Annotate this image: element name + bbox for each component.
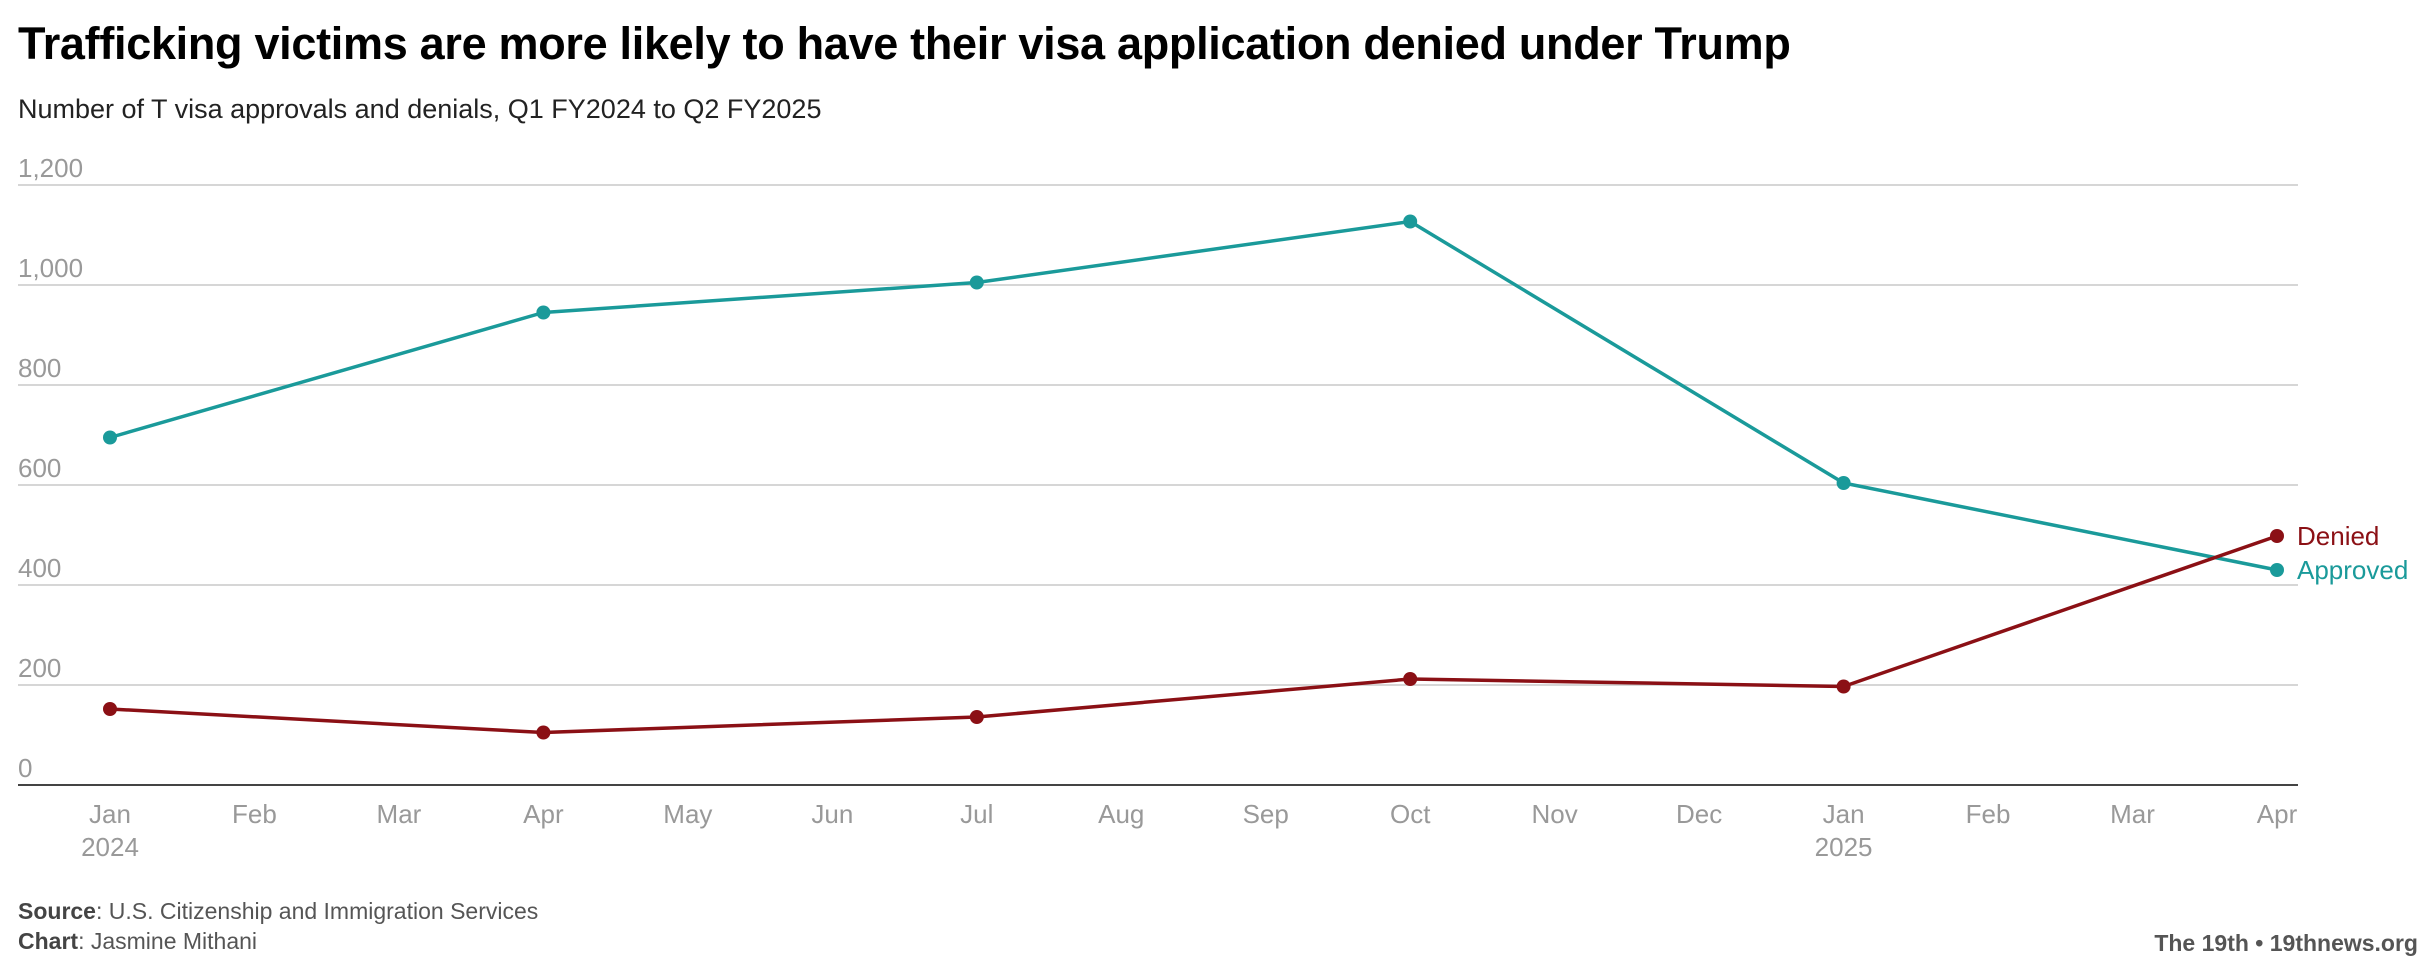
x-tick-label: Apr	[2257, 799, 2298, 829]
source-label: Source	[18, 898, 96, 924]
denied-point	[1403, 672, 1418, 686]
approved-point	[1836, 476, 1851, 490]
x-tick-label: Feb	[232, 799, 277, 829]
denied-point	[2270, 529, 2284, 543]
x-tick-label: Jul	[960, 799, 993, 829]
denied-point	[536, 725, 551, 740]
approved-point	[1403, 214, 1418, 229]
approved-line	[109, 219, 2278, 572]
y-tick-label: 600	[18, 453, 61, 483]
x-tick-label: Aug	[1098, 799, 1144, 829]
y-tick-label: 0	[18, 753, 32, 783]
denied-point	[1836, 679, 1851, 694]
source-line: Source: U.S. Citizenship and Immigration…	[18, 896, 538, 926]
denied-point	[969, 710, 984, 724]
chart-credit-label: Chart	[18, 928, 79, 954]
chart-title: Trafficking victims are more likely to h…	[18, 18, 1791, 69]
x-tick-label: Mar	[377, 799, 422, 829]
chart-subtitle: Number of T visa approvals and denials, …	[18, 94, 822, 124]
y-tick-label: 200	[18, 653, 61, 683]
y-axis-ticks: 0 200 400 600 800 1,000 1,200	[18, 153, 83, 783]
brand-credit: The 19th • 19thnews.org	[2154, 930, 2418, 956]
grid-lines	[18, 184, 2298, 786]
series-lines	[103, 214, 2284, 740]
approved-series-label: Approved	[2297, 555, 2408, 585]
x-tick-label: Jan	[1823, 799, 1865, 829]
x-tick-label: Feb	[1966, 799, 2011, 829]
x-tick-label: May	[663, 799, 712, 829]
x-tick-label: Jun	[811, 799, 853, 829]
chart-footer: Source: U.S. Citizenship and Immigration…	[18, 896, 538, 956]
denied-line	[109, 534, 2278, 735]
x-tick-label: Mar	[2110, 799, 2155, 829]
line-chart: 0 200 400 600 800 1,000 1,200 Jan 2024 Feb Mar Apr…	[18, 153, 2408, 860]
y-tick-label: 800	[18, 353, 61, 383]
x-tick-label: Apr	[523, 799, 564, 829]
source-text: : U.S. Citizenship and Immigration Servi…	[95, 898, 539, 924]
approved-point	[969, 275, 984, 290]
x-tick-label: Sep	[1243, 799, 1289, 829]
credit-line: Chart: Jasmine Mithani	[18, 926, 538, 956]
y-tick-label: 400	[18, 553, 61, 583]
denied-point	[103, 702, 117, 716]
x-tick-label: Nov	[1532, 799, 1578, 829]
y-tick-label: 1,200	[18, 153, 83, 183]
x-axis-ticks: Jan 2024 Feb Mar Apr May Jun Jul Aug Sep Oct Nov Dec…	[81, 799, 2297, 860]
x-tick-label: Oct	[1390, 799, 1431, 829]
denied-series-label: Denied	[2297, 521, 2379, 551]
series-labels: Approved Denied	[2297, 521, 2408, 585]
approved-point	[2270, 563, 2284, 577]
approved-point	[536, 305, 551, 320]
y-tick-label: 1,000	[18, 253, 83, 283]
x-tick-year-label: 2024	[81, 832, 139, 860]
x-tick-label: Dec	[1676, 799, 1722, 829]
approved-point	[103, 430, 117, 445]
x-tick-label: Jan	[89, 799, 131, 829]
chart-credit-text: : Jasmine Mithani	[78, 928, 258, 954]
x-tick-year-label: 2025	[1815, 832, 1873, 860]
